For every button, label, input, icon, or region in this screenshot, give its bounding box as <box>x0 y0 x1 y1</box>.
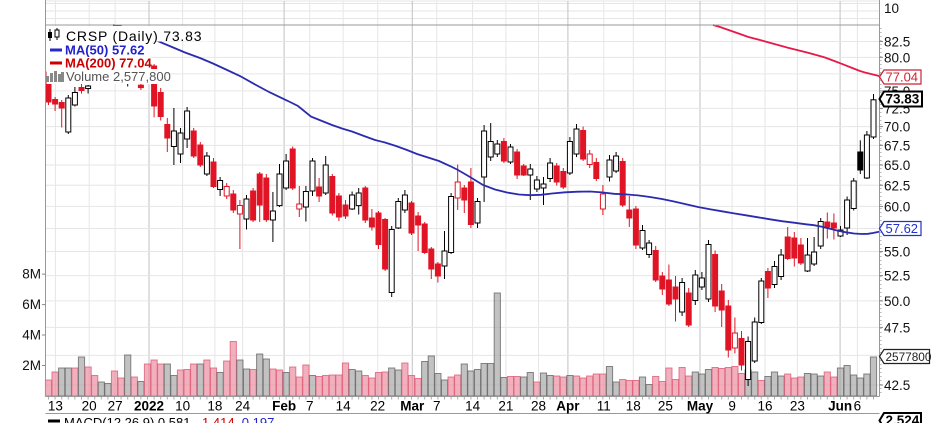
svg-text:9: 9 <box>728 399 736 414</box>
svg-text:Jun: Jun <box>828 399 852 414</box>
svg-text:67.5: 67.5 <box>884 138 910 153</box>
svg-text:Volume 2,577,800: Volume 2,577,800 <box>66 69 171 84</box>
svg-text:CRSP (Daily) 73.83: CRSP (Daily) 73.83 <box>66 28 202 44</box>
svg-text:MACD(12,26,9) 0.581, -1.414, 0: MACD(12,26,9) 0.581, -1.414, 0.197 <box>64 415 274 423</box>
svg-text:Feb: Feb <box>272 399 296 414</box>
svg-text:10: 10 <box>884 1 899 16</box>
svg-text:10: 10 <box>175 399 190 414</box>
svg-text:2M: 2M <box>22 358 41 373</box>
svg-text:14: 14 <box>336 399 352 414</box>
svg-text:47.5: 47.5 <box>884 320 910 335</box>
svg-text:57.62: 57.62 <box>886 221 919 236</box>
svg-text:7: 7 <box>433 399 441 414</box>
svg-text:73.83: 73.83 <box>886 92 920 107</box>
svg-text:Apr: Apr <box>556 399 580 414</box>
svg-text:50.0: 50.0 <box>884 294 910 309</box>
svg-text:May: May <box>687 399 714 414</box>
svg-text:2022: 2022 <box>134 399 164 414</box>
svg-text:62.5: 62.5 <box>884 178 910 193</box>
svg-text:60.0: 60.0 <box>884 199 910 214</box>
svg-text:7: 7 <box>306 399 314 414</box>
svg-text:2.524: 2.524 <box>886 413 920 423</box>
svg-text:82.5: 82.5 <box>884 35 910 50</box>
svg-text:13: 13 <box>48 399 63 414</box>
svg-text:23: 23 <box>790 399 805 414</box>
svg-text:55.0: 55.0 <box>884 245 910 260</box>
svg-text:80.0: 80.0 <box>884 50 910 65</box>
svg-text:8M: 8M <box>22 267 41 282</box>
svg-text:6: 6 <box>854 399 862 414</box>
svg-text:11: 11 <box>597 399 611 414</box>
svg-text:77.04: 77.04 <box>886 70 919 85</box>
svg-text:65.0: 65.0 <box>884 158 910 173</box>
svg-text:22: 22 <box>370 399 385 414</box>
svg-text:28: 28 <box>531 399 546 414</box>
svg-text:18: 18 <box>207 399 222 414</box>
svg-text:Mar: Mar <box>400 399 425 414</box>
svg-text:2577800: 2577800 <box>886 350 932 364</box>
svg-text:MA(200) 77.04: MA(200) 77.04 <box>65 56 152 71</box>
svg-text:MA(50) 57.62: MA(50) 57.62 <box>65 43 144 58</box>
svg-text:42.5: 42.5 <box>884 378 910 393</box>
svg-text:70.0: 70.0 <box>884 120 910 135</box>
svg-text:4M: 4M <box>22 328 41 343</box>
svg-text:52.5: 52.5 <box>884 269 910 284</box>
svg-text:27: 27 <box>108 399 123 414</box>
svg-text:24: 24 <box>235 399 251 414</box>
svg-text:25: 25 <box>658 399 673 414</box>
svg-text:21: 21 <box>498 399 513 414</box>
svg-text:6M: 6M <box>22 297 41 312</box>
svg-text:18: 18 <box>626 399 641 414</box>
svg-text:20: 20 <box>82 399 97 414</box>
svg-text:14: 14 <box>465 399 481 414</box>
svg-text:16: 16 <box>757 399 772 414</box>
